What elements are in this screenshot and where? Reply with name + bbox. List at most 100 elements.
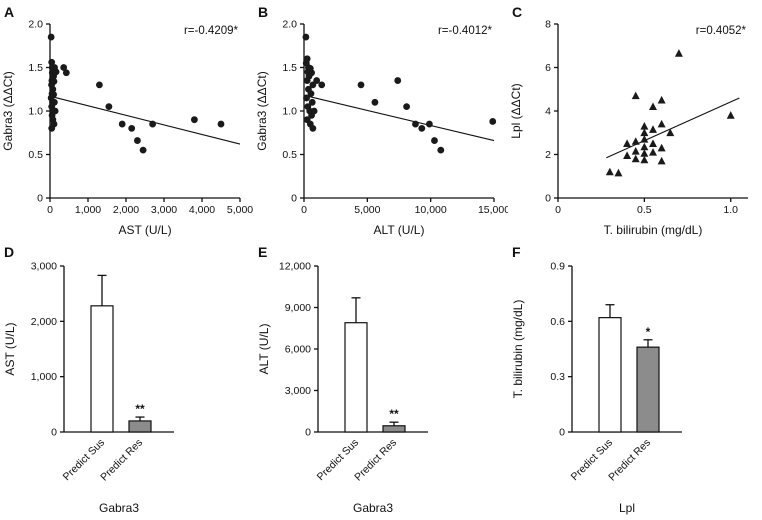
triangle-marker — [640, 142, 649, 151]
triangle-marker — [649, 125, 657, 133]
panel-e: E 0 3,000 6,000 9,000 12,000 Predict Sus ** Pre… — [254, 240, 508, 520]
y-tick-label: 1.0 — [282, 106, 297, 118]
circle-marker — [357, 81, 365, 89]
panel-label-a: A — [4, 4, 15, 20]
circle-marker — [307, 90, 315, 97]
x-axis-label: T. bilirubin (mg/dL) — [604, 223, 703, 237]
circle-marker — [394, 77, 402, 84]
y-tick-label: 1.5 — [282, 62, 297, 74]
triangle-marker — [649, 148, 657, 156]
y-tick-label: 2.0 — [282, 19, 297, 31]
circle-marker — [105, 103, 113, 111]
panel-d: D 0 1,000 2,000 3,000 Predict Sus ** Predict R… — [0, 240, 254, 520]
significance-marker: ** — [389, 407, 399, 421]
y-tick-label: 3,000 — [285, 385, 311, 397]
panel-label-e: E — [258, 244, 268, 260]
x-axis-label: Lpl — [619, 501, 635, 515]
circle-marker — [139, 146, 147, 154]
bar — [128, 420, 152, 433]
y-tick-label: 1.5 — [28, 62, 43, 74]
panel-b: B 0 5,000 10,000 15,000 0 0.5 1.0 1.5 2.0 r=-0.40… — [254, 0, 508, 240]
y-tick-label: 1,000 — [31, 371, 57, 383]
x-tick-label: 5,000 — [354, 204, 380, 216]
triangle-marker — [640, 149, 649, 157]
data-points — [47, 33, 225, 154]
x-axis-label: AST (U/L) — [118, 223, 171, 237]
y-tick-label: 0 — [37, 193, 43, 205]
y-tick-label: 3,000 — [31, 261, 57, 273]
x-tick-label: 0.5 — [637, 204, 652, 216]
y-tick-label: 12,000 — [279, 261, 311, 273]
circle-marker — [371, 98, 379, 106]
x-tick-label: 1.0 — [723, 204, 738, 216]
circle-marker — [48, 58, 56, 66]
correlation-annotation: r=0.4052* — [696, 25, 747, 37]
circle-marker — [318, 81, 326, 89]
scatter-chart-alt-vs-gabra3: 0 5,000 10,000 15,000 0 0.5 1.0 1.5 2.0 r=-0.4012… — [255, 19, 508, 238]
x-tick-label: 15,000 — [478, 204, 508, 216]
circle-marker — [403, 103, 410, 111]
circle-marker — [308, 98, 316, 106]
panel-f: F 0 0.3 0.6 0.9 Predict Sus * Predict Res Lpl T.… — [508, 240, 762, 520]
triangle-marker — [614, 168, 623, 177]
y-axis-label: Gabra3 (ΔΔCt) — [255, 71, 269, 150]
x-tick-label: 5,000 — [227, 204, 253, 216]
triangle-marker — [640, 135, 649, 143]
triangle-marker — [666, 128, 675, 137]
circle-marker — [96, 81, 103, 89]
triangle-marker — [623, 139, 632, 147]
triangle-marker — [631, 91, 640, 100]
triangle-marker — [631, 137, 640, 145]
triangle-marker — [657, 156, 666, 165]
bar — [598, 317, 622, 433]
bar — [382, 425, 406, 433]
y-tick-label: 0 — [51, 427, 57, 439]
x-tick-label: 0 — [555, 204, 561, 216]
circle-marker — [60, 64, 68, 71]
x-axis-label: Gabra3 — [353, 501, 393, 515]
circle-marker — [47, 33, 55, 41]
circle-marker — [134, 137, 141, 144]
scatter-chart-ast-vs-gabra3: 0 1,000 2,000 3,000 4,000 5,000 0 0.5 1.0 1.5 2.0 r… — [1, 19, 253, 238]
x-tick-label: 0 — [301, 204, 307, 216]
y-tick-label: 1.0 — [28, 106, 43, 118]
circle-marker — [308, 111, 315, 119]
triangle-marker — [726, 111, 735, 119]
triangle-marker — [640, 122, 649, 130]
circle-marker — [437, 146, 445, 154]
y-tick-label: 0.9 — [550, 261, 565, 273]
circle-marker — [418, 124, 426, 132]
panel-label-f: F — [512, 244, 521, 260]
bar — [90, 305, 114, 433]
data-points — [302, 33, 497, 154]
circle-marker — [309, 124, 317, 132]
y-tick-label: 6,000 — [285, 344, 311, 356]
circle-marker — [412, 120, 419, 128]
scatter-chart-bilirubin-vs-lpl: 0 0.5 1.0 0 2 4 6 8 r=0.4052* T. bilirubin (mg/dL… — [509, 19, 748, 237]
x-axis-label: ALT (U/L) — [374, 223, 425, 237]
panel-c: C 0 0.5 1.0 0 2 4 6 8 r=0.4052* T. bilirubin (mg/… — [508, 0, 762, 240]
significance-marker: * — [646, 325, 651, 339]
triangle-marker — [649, 102, 657, 111]
x-tick-label: 2,000 — [113, 204, 139, 216]
y-tick-label: 2.0 — [28, 19, 43, 31]
triangle-marker — [640, 128, 649, 137]
circle-marker — [426, 120, 433, 128]
x-axis-label: Gabra3 — [99, 501, 139, 515]
y-tick-label: 0.5 — [28, 149, 43, 161]
y-axis-label: ALT (U/L) — [257, 324, 271, 375]
y-axis-label: AST (U/L) — [3, 322, 17, 375]
triangle-marker — [674, 49, 683, 57]
triangle-marker — [657, 95, 666, 104]
triangle-marker — [657, 143, 666, 152]
y-tick-label: 0.6 — [550, 316, 565, 328]
y-axis-label: Gabra3 (ΔΔCt) — [1, 71, 15, 150]
circle-marker — [217, 120, 225, 128]
y-tick-label: 0.3 — [550, 371, 565, 383]
y-tick-label: 2,000 — [31, 316, 57, 328]
y-tick-label: 4 — [545, 106, 551, 118]
